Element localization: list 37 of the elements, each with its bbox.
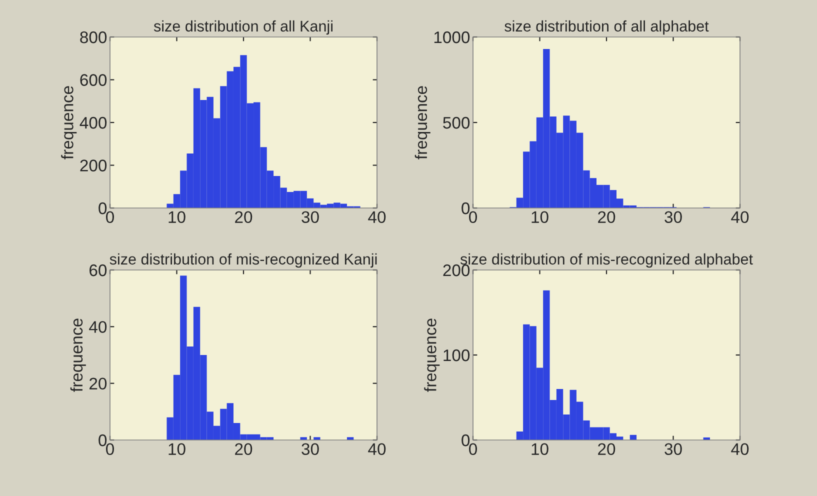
y-axis-title: frequence (414, 86, 430, 160)
y-axis-title: frequence (424, 318, 440, 392)
y-tick-label: 0 (462, 434, 470, 446)
y-tick-label: 1000 (434, 31, 470, 44)
y-tick-label: 20 (90, 378, 107, 390)
x-tick-label: 20 (235, 443, 252, 456)
x-tick-label: 30 (664, 443, 682, 456)
x-tick-label: 30 (664, 211, 682, 224)
y-tick-label: 800 (80, 31, 107, 44)
x-tick-label: 10 (532, 211, 548, 224)
x-tick-label: 10 (168, 443, 186, 456)
y-tick-label: 0 (98, 202, 107, 214)
x-tick-label: 20 (598, 443, 616, 456)
y-tick-label: 400 (80, 116, 107, 129)
y-tick-label: 0 (98, 434, 107, 446)
x-tick-label: 30 (302, 211, 319, 224)
x-tick-label: 40 (368, 211, 386, 224)
x-tick-label: 30 (302, 443, 319, 456)
y-axis-title: frequence (61, 86, 77, 160)
y-tick-label: 200 (80, 160, 107, 172)
chart-title: size distribution of all alphabet (504, 20, 709, 35)
x-tick-label: 20 (598, 211, 616, 224)
x-tick-label: 40 (731, 211, 749, 224)
x-tick-label: 20 (235, 211, 252, 224)
y-axis-title: frequence (70, 318, 86, 392)
x-tick-label: 10 (532, 443, 548, 456)
y-tick-label: 100 (444, 349, 470, 362)
y-tick-label: 0 (462, 202, 470, 214)
x-tick-label: 40 (731, 443, 749, 456)
y-tick-label: 500 (443, 116, 470, 129)
y-tick-label: 600 (80, 74, 107, 86)
y-tick-label: 60 (90, 264, 107, 276)
x-tick-label: 40 (368, 443, 386, 456)
chart-title: size distribution of mis-recognized Kanji (110, 253, 377, 268)
x-tick-label: 10 (168, 211, 186, 224)
y-tick-label: 40 (89, 321, 107, 333)
chart-title: size distribution of all Kanji (154, 20, 332, 35)
